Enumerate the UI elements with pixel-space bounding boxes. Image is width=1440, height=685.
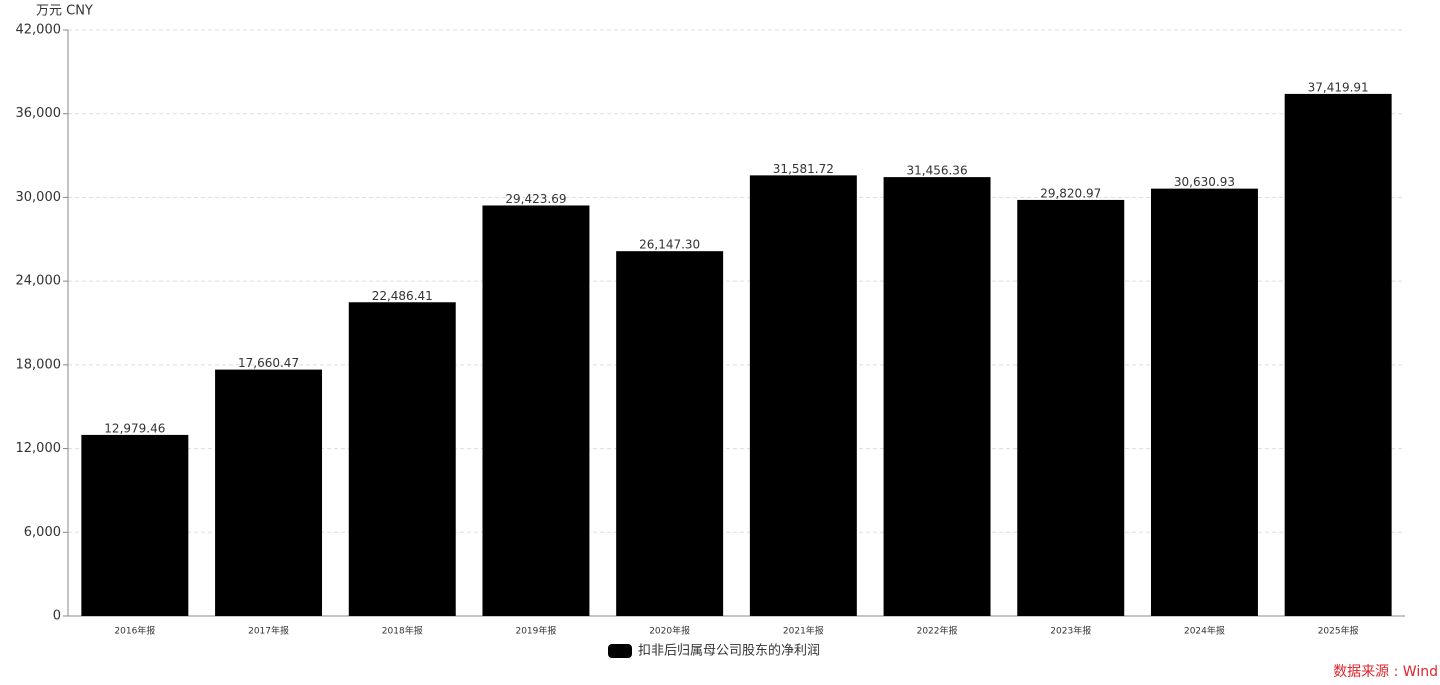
bar <box>1017 199 1125 617</box>
y-tick-label: 42,000 <box>16 23 62 38</box>
bar <box>749 175 857 617</box>
bar <box>482 205 590 616</box>
y-tick-label: 24,000 <box>16 274 62 289</box>
y-tick-label: 30,000 <box>16 190 62 205</box>
x-tick-label: 2025年报 <box>1318 625 1359 637</box>
bar <box>1150 188 1258 616</box>
x-tick-label: 2021年报 <box>783 625 824 637</box>
data-label: 22,486.41 <box>372 289 433 303</box>
y-tick-label: 12,000 <box>16 441 62 456</box>
bar <box>81 434 189 616</box>
data-label: 26,147.30 <box>639 238 700 252</box>
data-label: 12,979.46 <box>104 421 165 435</box>
bar <box>348 302 456 616</box>
data-label: 17,660.47 <box>238 356 299 370</box>
y-tick-label: 0 <box>53 609 61 624</box>
legend-label: 扣非后归属母公司股东的净利润 <box>638 643 820 659</box>
data-label: 29,423.69 <box>505 192 566 206</box>
bar <box>1284 93 1392 617</box>
data-label: 31,456.36 <box>907 164 968 178</box>
x-tick-label: 2024年报 <box>1184 625 1225 637</box>
data-label: 30,630.93 <box>1174 175 1235 189</box>
bar <box>883 177 991 616</box>
source: 数据来源 : Wind <box>1333 664 1438 680</box>
data-label: 37,419.91 <box>1308 80 1369 94</box>
y-tick-label: 18,000 <box>16 357 62 372</box>
data-label: 31,581.72 <box>773 162 834 176</box>
y-axis-label: 万元 CNY <box>36 4 93 19</box>
x-tick-label: 2020年报 <box>649 625 690 637</box>
x-tick-label: 2018年报 <box>382 625 423 637</box>
x-tick-label: 2017年报 <box>248 625 289 637</box>
x-tick-label: 2019年报 <box>515 625 556 637</box>
y-tick-label: 6,000 <box>24 525 61 540</box>
bar <box>215 369 323 616</box>
x-tick-label: 2022年报 <box>917 625 958 637</box>
data-label: 29,820.97 <box>1040 186 1101 200</box>
y-tick-label: 36,000 <box>16 106 62 121</box>
legend-swatch <box>608 644 632 658</box>
bar <box>616 251 724 616</box>
x-tick-label: 2016年报 <box>114 625 155 637</box>
x-tick-label: 2023年报 <box>1050 625 1091 637</box>
